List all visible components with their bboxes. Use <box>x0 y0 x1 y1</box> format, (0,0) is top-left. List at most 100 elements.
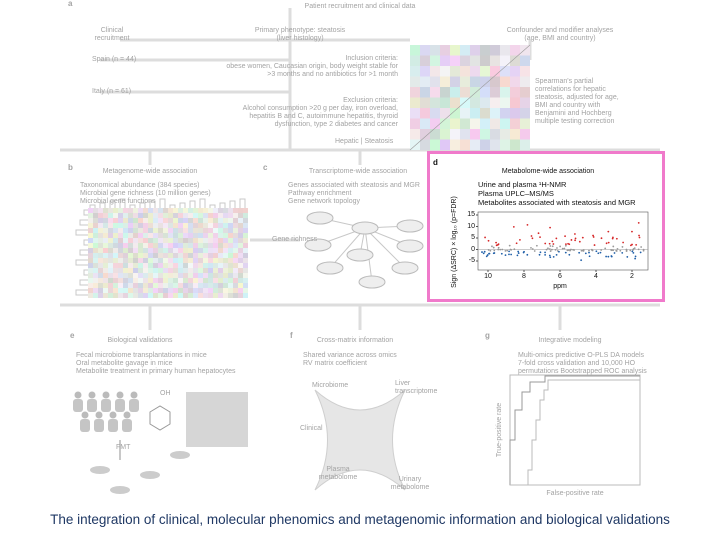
heatmap-cell <box>490 97 500 108</box>
spectrum-point <box>568 243 571 246</box>
heatmap-cell <box>440 97 450 108</box>
heatmap-cell <box>188 263 193 268</box>
heatmap-cell <box>490 118 500 129</box>
spectrum-point <box>631 243 633 246</box>
heatmap-cell <box>123 248 128 253</box>
heatmap-cell <box>460 129 470 140</box>
heatmap-cell <box>193 263 198 268</box>
spectrum-point <box>561 247 564 250</box>
heatmap-cell <box>203 293 208 298</box>
heatmap-cell <box>98 233 103 238</box>
spectrum-point <box>634 255 637 258</box>
heatmap-cell <box>198 268 203 273</box>
heatmap-cell <box>153 208 158 213</box>
heatmap-cell <box>143 293 148 298</box>
heatmap-cell <box>470 97 480 108</box>
heatmap-cell <box>133 243 138 248</box>
heatmap-cell <box>168 293 173 298</box>
spectrum-point <box>486 254 489 256</box>
heatmap-cell <box>163 223 168 228</box>
heatmap-cell <box>113 283 118 288</box>
heatmap-cell <box>173 248 178 253</box>
spectrum-point <box>510 253 513 256</box>
heatmap-cell <box>93 273 98 278</box>
heatmap-cell <box>88 258 93 263</box>
heatmap-cell <box>213 273 218 278</box>
heatmap-cell <box>113 278 118 283</box>
heatmap-cell <box>173 278 178 283</box>
heatmap-cell <box>158 218 163 223</box>
spectrum-point <box>638 234 640 237</box>
heatmap-cell <box>213 238 218 243</box>
heatmap-cell <box>108 293 113 298</box>
network-node <box>391 261 419 275</box>
heatmap-cell <box>203 228 208 233</box>
dendrogram <box>99 202 106 208</box>
spectrum-point <box>550 248 553 251</box>
y-tick-label: 10 <box>467 222 475 230</box>
heatmap-cell <box>440 87 450 98</box>
heatmap-cell <box>203 273 208 278</box>
spectrum-point <box>570 239 573 241</box>
heatmap-cell <box>188 223 193 228</box>
heatmap-cell <box>163 218 168 223</box>
spectrum-point <box>495 241 497 244</box>
heatmap-cell <box>118 233 123 238</box>
heatmap-cell <box>178 233 183 238</box>
spectrum-point <box>616 247 619 250</box>
heatmap-cell <box>470 87 480 98</box>
text: obese women, Caucasian origin, body weig… <box>226 63 398 70</box>
spectrum-point <box>564 244 567 247</box>
text: Exclusion criteria: <box>343 97 398 104</box>
spectrum-point <box>607 230 610 233</box>
heatmap-cell <box>88 213 93 218</box>
heatmap-cell <box>500 45 510 56</box>
network-node <box>351 221 379 235</box>
person-icon <box>129 399 139 412</box>
spectrum-point <box>634 257 637 260</box>
heatmap-cell <box>218 248 223 253</box>
heatmap-cell <box>223 273 228 278</box>
heatmap-cell <box>520 55 530 66</box>
heatmap-cell <box>138 213 143 218</box>
heatmap-cell <box>213 283 218 288</box>
spectrum-point <box>549 226 551 229</box>
heatmap-cell <box>183 248 188 253</box>
heatmap-cell <box>233 223 238 228</box>
heatmap-cell <box>223 263 228 268</box>
heatmap-cell <box>228 248 233 253</box>
heatmap-cell <box>410 139 420 150</box>
heatmap-cell <box>173 243 178 248</box>
heatmap-cell <box>243 208 248 213</box>
heatmap-cell <box>520 87 530 98</box>
text: Primary phenotype: steatosis <box>254 27 346 34</box>
text: Plasma UPLC–MS/MS <box>478 189 554 198</box>
heatmap-cell <box>158 223 163 228</box>
heatmap-cell <box>243 218 248 223</box>
text: BMI and country with <box>535 102 601 109</box>
heatmap-cell <box>460 97 470 108</box>
heatmap-cell <box>148 238 153 243</box>
heatmap-cell <box>420 55 430 66</box>
dendrogram <box>199 198 206 208</box>
heatmap-cell <box>208 243 213 248</box>
text: Liver <box>395 380 411 387</box>
heatmap-cell <box>118 268 123 273</box>
spectrum-point <box>500 252 503 255</box>
text: Genes associated with steatosis and MGR <box>288 182 420 189</box>
heatmap-cell <box>440 139 450 150</box>
heatmap-cell <box>103 213 108 218</box>
text: dysfunction, type 2 diabetes and cancer <box>274 121 398 128</box>
heatmap-cell <box>450 108 460 119</box>
heatmap-cell <box>168 268 173 273</box>
heatmap-cell <box>228 223 233 228</box>
heatmap-cell <box>158 268 163 273</box>
roc-curve <box>510 379 640 486</box>
heatmap-cell <box>153 278 158 283</box>
text: Clinical <box>300 425 323 432</box>
heatmap-cell <box>410 129 420 140</box>
heatmap-cell <box>460 139 470 150</box>
spectrum-point <box>612 245 615 248</box>
heatmap-cell <box>223 288 228 293</box>
